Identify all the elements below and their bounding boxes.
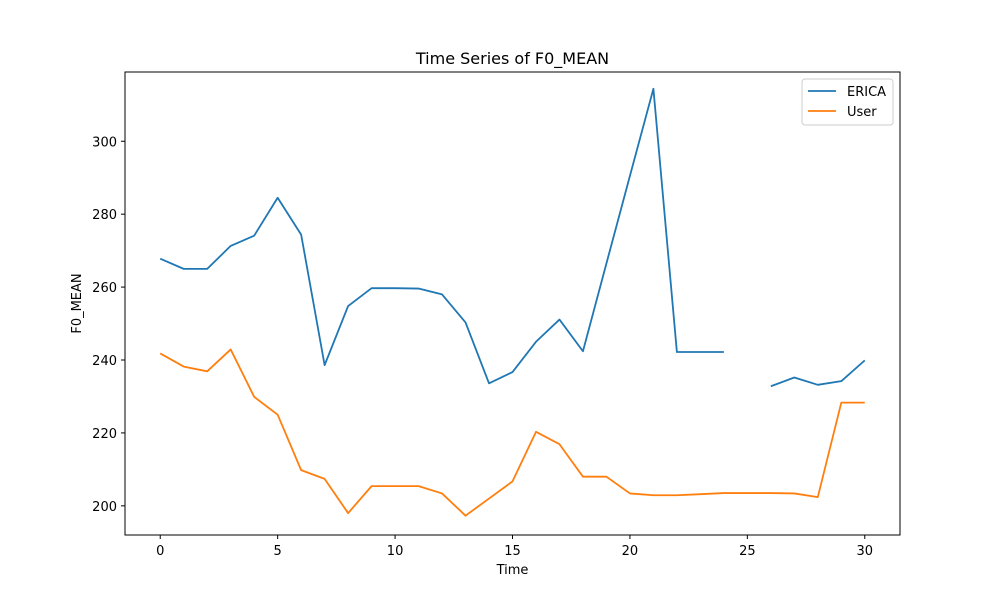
series-line-erica [159, 87, 866, 388]
y-axis-ticks: 200 220 240 260 280 300 [92, 135, 125, 515]
legend-label: ERICA [847, 85, 886, 100]
y-tick-label: 220 [92, 427, 117, 442]
series-line-user [159, 348, 865, 517]
x-axis-ticks: 0 5 10 15 20 25 30 [156, 535, 873, 559]
axes-frame [124, 71, 901, 536]
x-tick-label: 25 [739, 544, 756, 559]
y-axis-label: F0_MEAN [70, 273, 85, 333]
legend-label: User [847, 105, 877, 120]
chart-title: Time Series of F0_MEAN [415, 49, 609, 69]
y-tick-label: 260 [92, 281, 117, 296]
x-tick-label: 20 [622, 544, 639, 559]
x-tick-label: 0 [156, 544, 164, 559]
x-tick-label: 5 [274, 544, 282, 559]
plot-lines [159, 87, 866, 517]
x-tick-label: 10 [387, 544, 404, 559]
x-axis-label: Time [496, 563, 529, 578]
x-tick-label: 30 [856, 544, 873, 559]
legend: ERICA User [801, 78, 894, 126]
x-tick-label: 15 [504, 544, 521, 559]
y-tick-label: 300 [92, 135, 117, 150]
y-tick-label: 280 [92, 208, 117, 223]
y-tick-label: 240 [92, 354, 117, 369]
y-tick-label: 200 [92, 500, 117, 515]
